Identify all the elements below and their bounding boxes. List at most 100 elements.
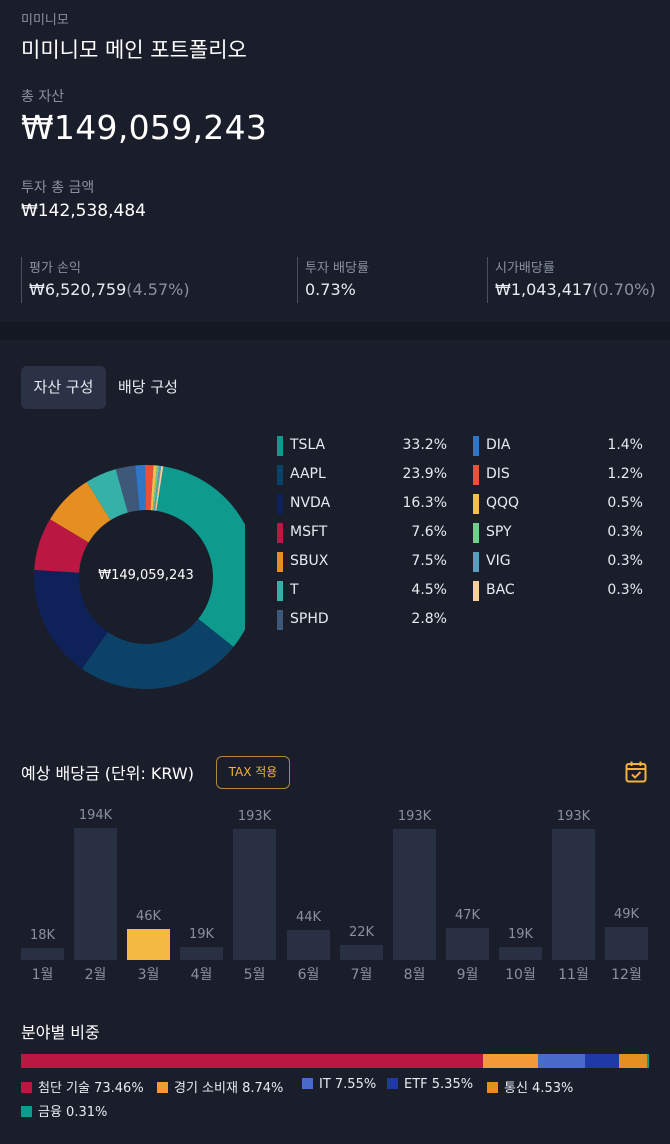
dividend-month-label: 11월 [558, 967, 589, 983]
sector-label: 경기 소비재 8.74% [174, 1081, 284, 1096]
legend-percent: 7.5% [411, 553, 447, 569]
donut-slice-dis[interactable] [145, 465, 154, 511]
donut-slice-bac[interactable] [155, 466, 164, 511]
legend-item-vig[interactable]: VIG 0.3% [473, 550, 643, 579]
legend-percent: 0.3% [607, 553, 643, 569]
dividend-bar-value: 49K [613, 907, 640, 922]
sector-label: IT 7.55% [319, 1077, 377, 1092]
legend-item-sbux[interactable]: SBUX 7.5% [277, 550, 447, 579]
breadcrumb[interactable]: 미미니모 [21, 13, 69, 28]
dividend-bar-month-3[interactable] [127, 929, 170, 960]
donut-slice-nvda[interactable] [33, 569, 108, 669]
dividend-bar-month-12[interactable] [605, 927, 648, 960]
sector-legend-item-consumer: 경기 소비재 8.74% [157, 1077, 283, 1096]
dividend-bar-value: 193K [556, 809, 591, 824]
legend-percent: 7.6% [411, 524, 447, 540]
dividend-bar-month-1[interactable] [21, 948, 64, 960]
sector-segment-finance [647, 1054, 649, 1068]
donut-slice-spy[interactable] [152, 465, 160, 511]
legend-item-nvda[interactable]: NVDA 16.3% [277, 492, 447, 521]
donut-slice-tsla[interactable] [156, 466, 245, 647]
legend-item-sphd[interactable]: SPHD 2.8% [277, 608, 447, 637]
donut-slice-sbux[interactable] [50, 481, 111, 543]
sector-swatch [487, 1082, 498, 1093]
legend-name: T [290, 582, 299, 598]
stat-value: ₩1,043,417 [495, 280, 593, 299]
dividend-month-label: 3월 [137, 967, 160, 983]
dividend-month-label: 2월 [84, 967, 107, 983]
legend-item-aapl[interactable]: AAPL 23.9% [277, 463, 447, 492]
sector-swatch [157, 1082, 168, 1093]
dividend-section-title: 예상 배당금 (단위: KRW) [21, 764, 194, 783]
stat-investment-yield: 투자 배당률 0.73% [297, 257, 369, 303]
legend-name: DIS [486, 466, 510, 482]
dividend-bar-month-7[interactable] [340, 945, 383, 960]
donut-slice-t[interactable] [86, 469, 128, 521]
legend-percent: 2.8% [411, 611, 447, 627]
sector-label: ETF 5.35% [404, 1077, 474, 1092]
legend-item-dis[interactable]: DIS 1.2% [473, 463, 643, 492]
donut-slice-qqq[interactable] [150, 465, 157, 511]
dividend-bar-month-6[interactable] [287, 930, 330, 960]
tax-apply-button[interactable]: TAX 적용 [216, 756, 290, 789]
legend-swatch [473, 581, 479, 601]
dividend-bar-month-5[interactable] [233, 829, 276, 960]
sector-swatch [387, 1078, 398, 1089]
calendar-check-icon[interactable] [624, 760, 648, 784]
legend-item-bac[interactable]: BAC 0.3% [473, 579, 643, 608]
legend-swatch [277, 523, 283, 543]
legend-name: SPHD [290, 611, 329, 627]
dividend-month-label: 4월 [190, 967, 213, 983]
donut-slice-vig[interactable] [153, 465, 162, 511]
dividend-bar-value: 44K [295, 910, 322, 925]
stat-sub: (4.57%) [126, 280, 190, 299]
holdings-legend-right: DIA 1.4% DIS 1.2% QQQ 0.5% SPY 0.3% VIG 0.3% BAC 0.… [473, 434, 643, 608]
dividend-month-label: 1월 [31, 967, 54, 983]
legend-name: TSLA [290, 437, 326, 453]
legend-name: MSFT [290, 524, 328, 540]
legend-swatch [277, 581, 283, 601]
legend-item-spy[interactable]: SPY 0.3% [473, 521, 643, 550]
dividend-bar-month-8[interactable] [393, 829, 436, 960]
sector-segment-consumer [482, 1054, 538, 1068]
sector-section-title: 분야별 비중 [21, 1023, 100, 1042]
legend-swatch [473, 523, 479, 543]
legend-percent: 33.2% [402, 437, 447, 453]
dividend-bar-month-11[interactable] [552, 829, 595, 960]
tab-dividend-composition[interactable]: 배당 구성 [118, 378, 178, 396]
legend-item-tsla[interactable]: TSLA 33.2% [277, 434, 447, 463]
donut-slice-aapl[interactable] [81, 618, 234, 689]
legend-item-t[interactable]: T 4.5% [277, 579, 447, 608]
donut-slice-sphd[interactable] [115, 465, 140, 513]
stat-sub: (0.70%) [592, 280, 656, 299]
legend-percent: 23.9% [402, 466, 447, 482]
stat-label: 평가 손익 [29, 261, 81, 276]
legend-name: SBUX [290, 553, 329, 569]
legend-item-dia[interactable]: DIA 1.4% [473, 434, 643, 463]
donut-slice-msft[interactable] [34, 519, 89, 573]
legend-item-msft[interactable]: MSFT 7.6% [277, 521, 447, 550]
sector-label: 금융 0.31% [38, 1105, 108, 1120]
dividend-bar-month-9[interactable] [446, 928, 489, 960]
dividend-month-label: 8월 [403, 967, 426, 983]
sector-segment-tech [21, 1054, 483, 1068]
legend-swatch [277, 610, 283, 630]
legend-item-qqq[interactable]: QQQ 0.5% [473, 492, 643, 521]
legend-swatch [473, 465, 479, 485]
dividend-bar-month-4[interactable] [180, 947, 223, 960]
legend-name: VIG [486, 553, 511, 569]
tab-asset-composition[interactable]: 자산 구성 [21, 366, 106, 409]
sector-label: 통신 4.53% [504, 1081, 574, 1096]
dividend-bar-month-2[interactable] [74, 828, 117, 960]
donut-slice-dia[interactable] [135, 465, 146, 511]
legend-swatch [277, 436, 283, 456]
legend-name: NVDA [290, 495, 331, 511]
allocation-donut-chart [33, 465, 245, 689]
dividend-month-label: 6월 [297, 967, 320, 983]
dividend-bar-month-10[interactable] [499, 947, 542, 960]
legend-swatch [277, 552, 283, 572]
stat-label: 투자 배당률 [305, 261, 369, 276]
legend-swatch [473, 552, 479, 572]
dividend-bar-value: 193K [397, 809, 432, 824]
legend-percent: 4.5% [411, 582, 447, 598]
